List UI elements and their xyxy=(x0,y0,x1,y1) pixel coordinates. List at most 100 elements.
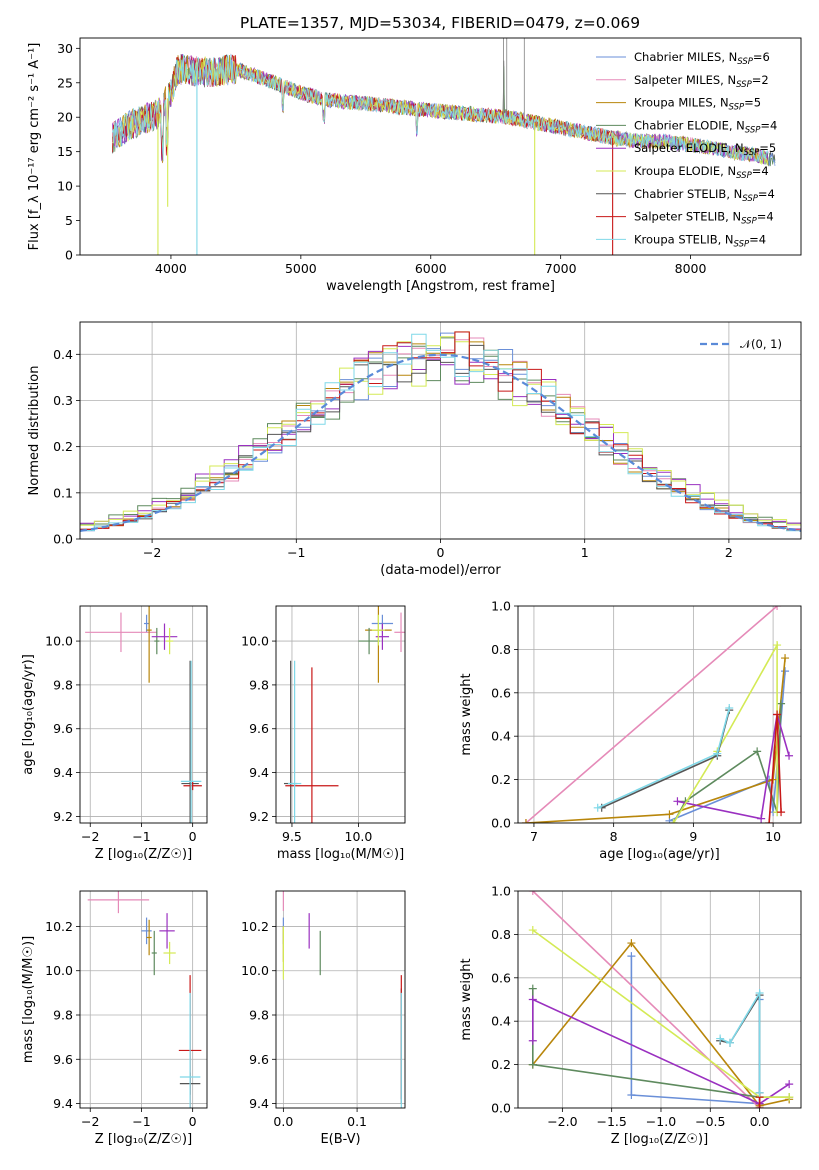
series-marker xyxy=(781,667,790,676)
mass-vs-Z-frame xyxy=(79,890,208,1109)
y-tick-label: 9.2 xyxy=(249,809,269,824)
y-tick-label: 9.6 xyxy=(249,721,269,736)
legend-label-1: Salpeter MILES, NSSP=2 xyxy=(634,73,769,90)
legend-label-3: Chabrier ELODIE, NSSP=4 xyxy=(634,118,777,135)
y-tick-label: 0.4 xyxy=(491,729,511,744)
series-marker xyxy=(755,1104,764,1108)
y-tick-label: 9.6 xyxy=(249,1052,269,1067)
series-marker xyxy=(627,1090,636,1099)
series-marker xyxy=(521,819,530,823)
residuals-frame xyxy=(79,321,802,540)
mass-vs-Z-xlabel: Z [log₁₀(Z/Z☉)] xyxy=(95,1132,192,1147)
series-marker xyxy=(528,1036,537,1045)
x-tick-label: 0 xyxy=(437,545,445,560)
mass-vs-Z-axes: −2 −1 0 9.4 9.6 9.8 10.0 10.2 Z [log₁₀(Z/Z☉)] mas… xyxy=(21,890,208,1147)
y-tick-label: 9.4 xyxy=(249,765,269,780)
series-line-1 xyxy=(525,606,778,823)
x-tick-label: −2 xyxy=(81,1114,99,1129)
y-tick-label: 9.4 xyxy=(53,1096,73,1111)
y-tick-label: 9.6 xyxy=(53,1052,73,1067)
series-line-8 xyxy=(719,990,761,1093)
x-tick-label: −1.0 xyxy=(646,1114,676,1129)
weight-vs-Z-plot-area xyxy=(518,891,801,1108)
legend-label-5: Kroupa ELODIE, NSSP=4 xyxy=(634,164,769,181)
series-marker xyxy=(777,808,786,817)
residuals-ylabel: Normed distribution xyxy=(27,366,42,496)
series-marker xyxy=(528,995,537,1004)
series-marker xyxy=(528,1060,537,1069)
y-tick-label: 1.0 xyxy=(491,599,511,614)
y-tick-label: 30 xyxy=(57,41,73,56)
histogram-6 xyxy=(80,344,801,531)
y-tick-label: 0 xyxy=(65,248,73,263)
series-marker xyxy=(669,819,678,823)
weight-vs-age-ylabel: mass weight xyxy=(459,673,474,755)
age-vs-Z-axes: −2 −1 0 9.2 9.4 9.6 9.8 10.0 Z [log₁₀(Z/Z☉)] age … xyxy=(21,605,208,862)
gaussian-curve xyxy=(80,353,801,532)
age-vs-Z-frame xyxy=(79,605,208,824)
y-tick-label: 10.2 xyxy=(241,919,269,934)
y-tick-label: 9.4 xyxy=(53,765,73,780)
weight-vs-Z-xlabel: Z [log₁₀(Z/Z☉)] xyxy=(611,1132,708,1147)
spectrum-xlabel: wavelength [Angstrom, rest frame] xyxy=(326,279,555,294)
x-tick-label: 8 xyxy=(610,829,618,844)
y-tick-label: 10 xyxy=(57,179,73,194)
y-tick-label: 0.6 xyxy=(491,685,511,700)
series-line-2 xyxy=(532,941,790,1107)
x-tick-label: −0.5 xyxy=(695,1114,725,1129)
y-tick-label: 0.2 xyxy=(53,439,73,454)
histogram-5 xyxy=(80,336,801,526)
spectrum-legend: Chabrier MILES, NSSP=6 Salpeter MILES, NS… xyxy=(596,50,777,249)
mass-vs-EBV-axes: 0.0 0.1 9.4 9.6 9.8 10.0 10.2 E(B-V) xyxy=(241,890,406,1147)
x-tick-label: −1 xyxy=(132,829,150,844)
mass-vs-Z-ylabel: mass [log₁₀(M/M☉)] xyxy=(21,936,36,1063)
series-line-4 xyxy=(677,714,790,820)
y-tick-label: 0.8 xyxy=(491,642,511,657)
series-marker xyxy=(781,654,790,663)
series-marker xyxy=(673,797,682,806)
x-tick-label: −1 xyxy=(132,1114,150,1129)
x-tick-label: 6000 xyxy=(415,261,447,276)
spectrum-axes: 4000 5000 6000 7000 8000 0 5 10 15 20 25 30 waveleng… xyxy=(27,37,802,294)
x-tick-label: −2 xyxy=(81,829,99,844)
legend-label-7: Salpeter STELIB, NSSP=4 xyxy=(634,210,774,227)
y-tick-label: 0.2 xyxy=(491,1057,511,1072)
age-vs-mass-axes: 9.5 10.0 9.2 9.4 9.6 9.8 10.0 mass [log₁₀(M/M☉)… xyxy=(241,605,406,862)
series-marker xyxy=(665,810,674,819)
x-tick-label: 10.0 xyxy=(345,829,373,844)
x-tick-label: 4000 xyxy=(155,261,187,276)
series-marker xyxy=(593,803,602,812)
weight-vs-age-xlabel: age [log₁₀(age/yr)] xyxy=(599,847,720,862)
y-tick-label: 9.6 xyxy=(53,721,73,736)
x-tick-label: 8000 xyxy=(675,261,707,276)
y-tick-label: 0.2 xyxy=(491,772,511,787)
series-marker xyxy=(785,1080,794,1089)
x-tick-label: 10 xyxy=(765,829,781,844)
series-marker xyxy=(755,988,764,997)
series-marker xyxy=(777,699,786,708)
y-tick-label: 0.4 xyxy=(53,347,73,362)
series-spectrum-8 xyxy=(112,54,769,164)
x-tick-label: 0 xyxy=(189,1114,197,1129)
y-tick-label: 9.8 xyxy=(249,677,269,692)
series-marker xyxy=(716,1034,725,1043)
legend-label-8: Kroupa STELIB, NSSP=4 xyxy=(634,232,766,249)
series-marker xyxy=(528,926,537,935)
y-tick-label: 0.8 xyxy=(491,927,511,942)
age-vs-Z-plot-area xyxy=(80,606,207,823)
spectrum-plot-area xyxy=(112,38,776,255)
x-tick-label: 5000 xyxy=(285,261,317,276)
y-tick-label: 10.0 xyxy=(241,634,269,649)
age-vs-Z-xlabel: Z [log₁₀(Z/Z☉)] xyxy=(95,847,192,862)
y-tick-label: 9.8 xyxy=(53,677,73,692)
age-vs-Z-ylabel: age [log₁₀(age/yr)] xyxy=(21,654,36,775)
legend-label-0: Chabrier MILES, NSSP=6 xyxy=(634,50,770,67)
mass-vs-Z-plot-area xyxy=(80,891,207,1108)
series-marker xyxy=(627,939,636,948)
series-marker xyxy=(726,1038,735,1047)
mass-vs-EBV-plot-area xyxy=(276,891,405,1108)
y-tick-label: 0.6 xyxy=(491,970,511,985)
y-tick-label: 9.4 xyxy=(249,1096,269,1111)
y-tick-label: 0.4 xyxy=(491,1014,511,1029)
y-tick-label: 10.0 xyxy=(45,963,73,978)
